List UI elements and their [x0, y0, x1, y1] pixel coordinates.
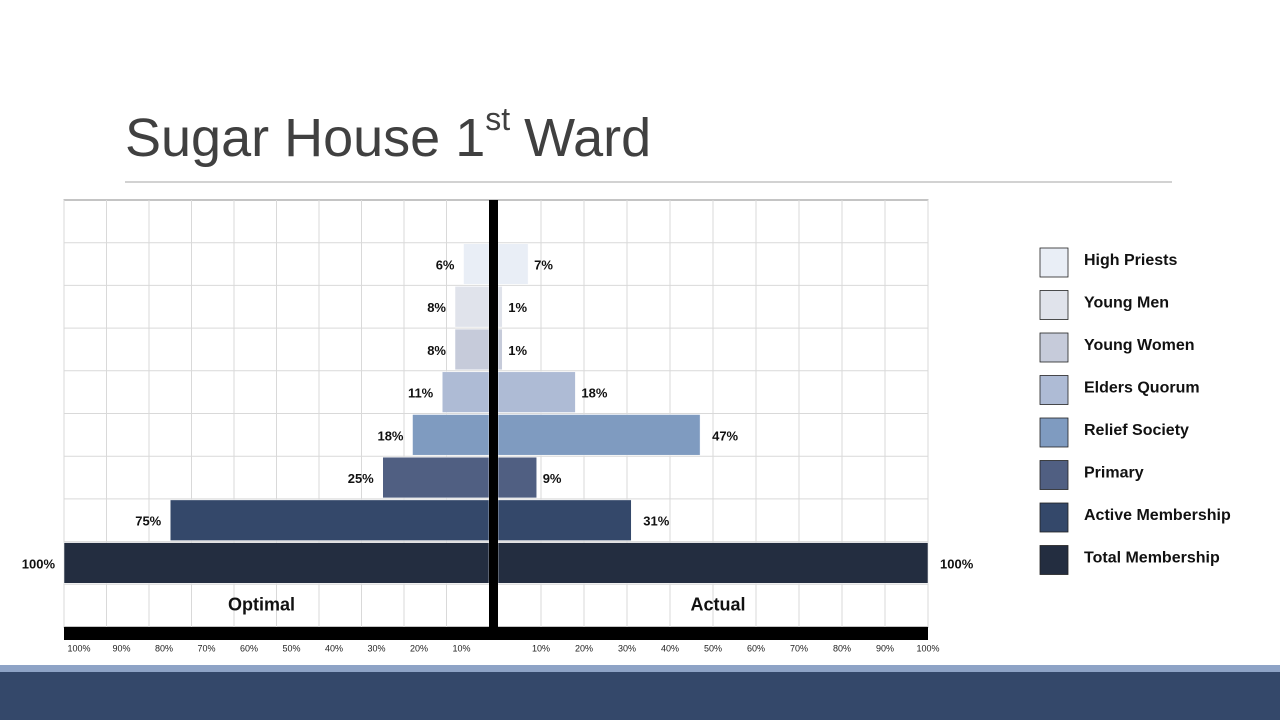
- value-label: 8%: [427, 300, 446, 315]
- bar: [497, 456, 537, 499]
- x-tick-label: 100%: [67, 643, 90, 653]
- bar: [497, 243, 529, 285]
- bar: [442, 371, 490, 413]
- title-suffix: Ward: [524, 108, 651, 168]
- legend-swatch: [1039, 460, 1069, 490]
- bar: [497, 414, 701, 456]
- x-tick-label: 60%: [747, 643, 765, 653]
- legend-swatch: [1039, 417, 1069, 448]
- x-tick-label: 10%: [452, 643, 470, 653]
- title-superscript: st: [485, 101, 510, 137]
- value-label: 7%: [534, 257, 553, 272]
- x-tick-label: 90%: [112, 643, 130, 653]
- x-tick-label: 80%: [833, 643, 851, 653]
- x-tick-label: 50%: [704, 643, 722, 653]
- x-tick-label: 30%: [618, 643, 636, 653]
- x-tick-label: 80%: [155, 643, 173, 653]
- x-tick-label: 70%: [197, 643, 215, 653]
- bar: [170, 499, 490, 541]
- bar: [497, 371, 576, 413]
- x-tick-label: 30%: [367, 643, 385, 653]
- legend-label: Young Men: [1084, 295, 1169, 312]
- bar: [382, 456, 490, 499]
- bar: [454, 328, 490, 371]
- value-label: 25%: [348, 471, 374, 486]
- center-axis: [489, 200, 498, 627]
- x-tick-label: 40%: [325, 643, 343, 653]
- legend-label: Elders Quorum: [1084, 380, 1200, 397]
- legend-swatch: [1039, 290, 1069, 320]
- bar: [497, 542, 929, 584]
- bar: [454, 286, 490, 328]
- bar: [497, 499, 632, 541]
- value-label: 1%: [508, 343, 527, 358]
- footer-band: [0, 672, 1280, 720]
- value-label: 9%: [543, 471, 562, 486]
- x-tick-label: 20%: [410, 643, 428, 653]
- bar: [412, 414, 490, 456]
- value-label: 100%: [940, 556, 974, 571]
- value-label: 6%: [436, 257, 455, 272]
- legend-swatch: [1039, 332, 1069, 363]
- value-label: 100%: [22, 556, 56, 571]
- slide-title: Sugar House 1st Ward: [125, 101, 651, 168]
- legend-label: Total Membership: [1084, 550, 1220, 567]
- value-label: 75%: [135, 514, 161, 529]
- legend-swatch: [1039, 502, 1069, 533]
- value-label: 8%: [427, 343, 446, 358]
- value-label: 31%: [643, 514, 669, 529]
- legend-swatch: [1039, 375, 1069, 405]
- title-text: Sugar House 1: [125, 108, 485, 168]
- series-label: Optimal: [228, 594, 295, 614]
- x-tick-label: 10%: [532, 643, 550, 653]
- bar: [463, 243, 490, 285]
- legend-label: Relief Society: [1084, 422, 1189, 439]
- legend-swatch: [1039, 247, 1069, 278]
- x-tick-label: 20%: [575, 643, 593, 653]
- legend-swatch: [1039, 545, 1069, 575]
- legend-label: High Priests: [1084, 252, 1177, 269]
- x-tick-label: 50%: [282, 643, 300, 653]
- value-label: 47%: [712, 428, 738, 443]
- x-tick-label: 40%: [661, 643, 679, 653]
- legend-label: Active Membership: [1084, 507, 1231, 524]
- x-tick-label: 100%: [916, 643, 939, 653]
- footer-stripe: [0, 665, 1280, 673]
- value-label: 1%: [508, 300, 527, 315]
- bar: [497, 328, 503, 371]
- value-label: 11%: [408, 386, 434, 401]
- legend-label: Primary: [1084, 465, 1144, 482]
- x-tick-label: 60%: [240, 643, 258, 653]
- x-tick-label: 90%: [876, 643, 894, 653]
- bar: [63, 542, 490, 584]
- value-label: 18%: [581, 386, 607, 401]
- bar: [497, 286, 503, 328]
- legend-label: Young Women: [1084, 337, 1195, 354]
- x-tick-label: 70%: [790, 643, 808, 653]
- value-label: 18%: [377, 428, 403, 443]
- base-axis: [64, 627, 928, 640]
- series-label: Actual: [690, 594, 745, 614]
